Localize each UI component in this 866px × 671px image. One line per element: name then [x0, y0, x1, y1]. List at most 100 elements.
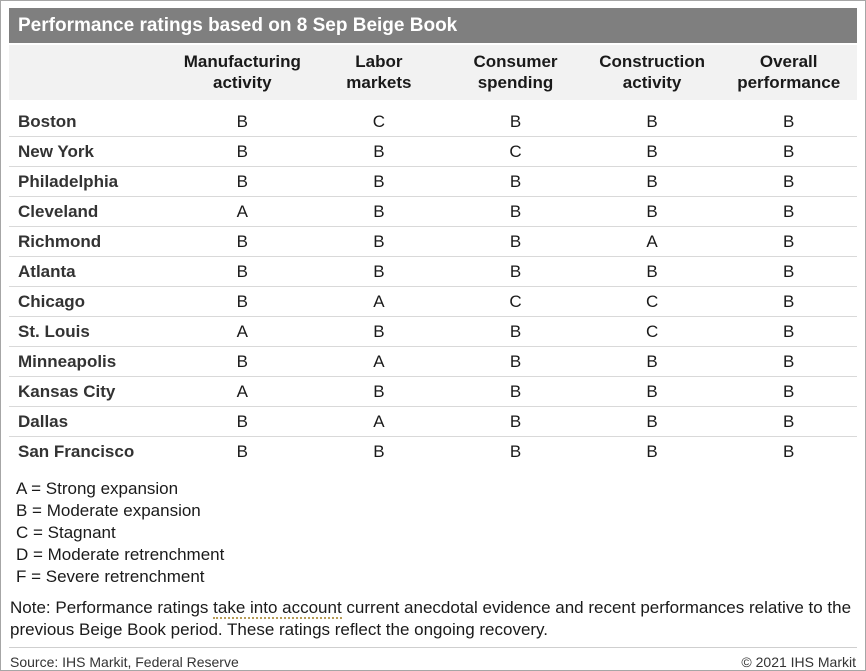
rating-cell: B: [783, 262, 795, 281]
district-name: San Francisco: [18, 442, 135, 461]
copyright-notice: © 2021 IHS Markit: [741, 654, 856, 670]
rating-cell: B: [509, 412, 522, 431]
rating-cell: B: [236, 412, 248, 431]
district-name: Kansas City: [18, 382, 116, 401]
district-name: St. Louis: [18, 322, 90, 341]
rating-cell: A: [646, 232, 658, 251]
rating-cell: B: [509, 172, 522, 191]
district-column-header: [9, 45, 174, 107]
rating-cell: B: [236, 352, 248, 371]
figure-title: Performance ratings based on 8 Sep Beige…: [18, 15, 458, 36]
rating-cell: C: [645, 292, 659, 311]
footer-divider: [9, 647, 857, 648]
table-header-row: Manufacturing activity Labor markets Con…: [9, 45, 857, 107]
table-row: San Francisco B B B B B: [9, 436, 857, 467]
legend-item: C = Stagnant: [16, 523, 116, 542]
district-name: Minneapolis: [18, 352, 117, 371]
legend-item: B = Moderate expansion: [16, 501, 201, 520]
rating-cell: B: [646, 262, 658, 281]
rating-cell: B: [783, 442, 795, 461]
rating-cell: B: [783, 412, 795, 431]
source-attribution: Source: IHS Markit, Federal Reserve: [10, 654, 239, 670]
table-row: Cleveland A B B B B: [9, 196, 857, 227]
rating-cell: B: [373, 172, 385, 191]
column-header-labor: Labor markets: [310, 45, 448, 107]
column-header-consumer: Consumer spending: [447, 45, 584, 107]
table-row: Kansas City A B B B B: [9, 376, 857, 407]
rating-cell: B: [373, 142, 385, 161]
rating-cell: B: [646, 352, 658, 371]
rating-cell: B: [783, 142, 795, 161]
rating-cell: B: [373, 382, 385, 401]
legend-item: F = Severe retrenchment: [16, 567, 205, 586]
rating-cell: B: [509, 322, 522, 341]
figure-title-bar: Performance ratings based on 8 Sep Beige…: [9, 8, 857, 43]
rating-cell: B: [783, 322, 795, 341]
rating-cell: B: [236, 142, 248, 161]
table-row: St. Louis A B B C B: [9, 316, 857, 347]
district-name: New York: [18, 142, 94, 161]
rating-cell: B: [373, 442, 385, 461]
table-row: Atlanta B B B B B: [9, 256, 857, 287]
rating-cell: A: [236, 202, 248, 221]
rating-cell: B: [509, 382, 522, 401]
rating-cell: B: [236, 442, 248, 461]
table-row: Richmond B B B A B: [9, 226, 857, 257]
district-name: Cleveland: [18, 202, 99, 221]
rating-cell: B: [373, 232, 385, 251]
table-row: Boston B C B B B: [9, 103, 857, 137]
table-row: Philadelphia B B B B B: [9, 166, 857, 197]
footnote-text-start: Note: Performance ratings: [10, 598, 214, 617]
district-name: Atlanta: [18, 262, 76, 281]
table-row: New York B B C B B: [9, 136, 857, 167]
rating-cell: B: [509, 442, 522, 461]
rating-cell: B: [509, 352, 522, 371]
rating-scale-legend: A = Strong expansion B = Moderate expans…: [16, 478, 857, 588]
rating-cell: B: [646, 442, 658, 461]
footnote-text-end: current anecdotal evidence and recent pe…: [10, 598, 852, 639]
rating-cell: A: [236, 382, 248, 401]
rating-cell: B: [646, 412, 658, 431]
rating-cell: B: [236, 172, 248, 191]
rating-cell: B: [236, 232, 248, 251]
rating-cell: B: [646, 142, 658, 161]
footnote-underlined-phrase: take into account: [213, 598, 342, 619]
rating-cell: B: [509, 232, 522, 251]
rating-cell: B: [373, 262, 385, 281]
footnote: Note: Performance ratings take into acco…: [10, 597, 857, 641]
ratings-table: Manufacturing activity Labor markets Con…: [9, 45, 857, 466]
rating-cell: B: [236, 112, 248, 131]
rating-cell: C: [645, 322, 659, 341]
footer: Source: IHS Markit, Federal Reserve © 20…: [9, 648, 857, 670]
rating-cell: A: [373, 412, 385, 431]
column-header-overall: Overall performance: [720, 45, 857, 107]
rating-cell: A: [373, 292, 385, 311]
rating-cell: B: [646, 112, 658, 131]
rating-cell: B: [373, 322, 385, 341]
district-name: Dallas: [18, 412, 69, 431]
rating-cell: B: [236, 292, 248, 311]
district-name: Boston: [18, 112, 77, 131]
district-name: Philadelphia: [18, 172, 119, 191]
rating-cell: C: [372, 112, 386, 131]
rating-cell: B: [509, 112, 522, 131]
rating-cell: B: [783, 172, 795, 191]
table-row: Minneapolis B A B B B: [9, 346, 857, 377]
rating-cell: B: [783, 112, 795, 131]
rating-cell: B: [373, 202, 385, 221]
rating-cell: B: [509, 202, 522, 221]
rating-cell: B: [783, 232, 795, 251]
district-name: Richmond: [18, 232, 102, 251]
column-header-construction: Construction activity: [583, 45, 721, 107]
district-name: Chicago: [18, 292, 86, 311]
table-row: Dallas B A B B B: [9, 406, 857, 437]
rating-cell: B: [783, 292, 795, 311]
rating-cell: C: [509, 142, 522, 161]
legend-item: A = Strong expansion: [16, 479, 179, 498]
rating-cell: A: [236, 322, 248, 341]
rating-cell: B: [509, 262, 522, 281]
rating-cell: B: [783, 202, 795, 221]
rating-cell: B: [646, 382, 658, 401]
column-header-manufacturing: Manufacturing activity: [174, 45, 311, 107]
